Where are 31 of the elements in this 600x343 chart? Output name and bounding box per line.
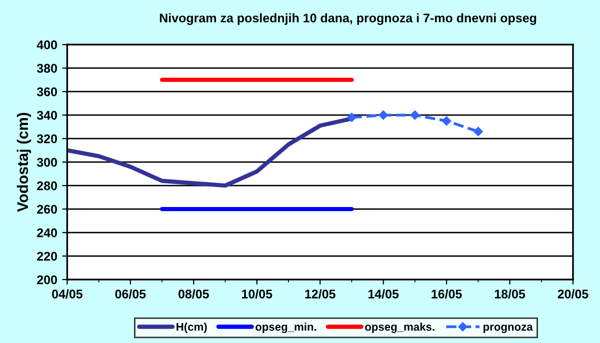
y-tick-label: 260 — [37, 204, 57, 214]
legend-label: opseg_min. — [256, 322, 316, 333]
x-tick-label: 14/05 — [368, 289, 399, 299]
point — [474, 126, 483, 136]
x-tick-label: 06/05 — [115, 289, 146, 299]
x-tick-label: 08/05 — [178, 289, 209, 299]
legend-label: H(cm) — [176, 322, 207, 333]
y-tick-label: 340 — [36, 110, 57, 120]
x-tick-label: 16/05 — [432, 289, 462, 299]
x-tick-label: 10/05 — [242, 289, 272, 299]
y-tick-label: 320 — [36, 134, 57, 144]
y-tick-label: 300 — [36, 158, 57, 167]
point — [378, 110, 388, 120]
legend-label: prognoza — [484, 324, 533, 333]
x-tick-label: 20/05 — [558, 289, 588, 299]
point — [410, 110, 420, 120]
y-tick-label: 380 — [36, 64, 57, 73]
x-tick-label: 04/05 — [52, 289, 82, 299]
y-tick-label: 360 — [36, 87, 57, 96]
y-tick-label: 220 — [37, 252, 57, 261]
x-tick-label: 12/05 — [305, 289, 336, 299]
y-tick-label: 280 — [37, 181, 57, 190]
y-axis-title: Vodostaj (cm) — [16, 112, 32, 212]
y-tick-label: 400 — [36, 40, 57, 50]
point — [442, 116, 452, 126]
y-tick-label: 240 — [37, 228, 57, 238]
x-tick-label: 18/05 — [494, 289, 526, 299]
chart-title: Nivogram za poslednjih 10 dana, prognoza i 7-mo dnevni opseg — [160, 13, 536, 25]
point — [347, 112, 356, 122]
y-tick-label: 200 — [37, 275, 57, 284]
legend-label: opseg_maks. — [365, 322, 434, 333]
